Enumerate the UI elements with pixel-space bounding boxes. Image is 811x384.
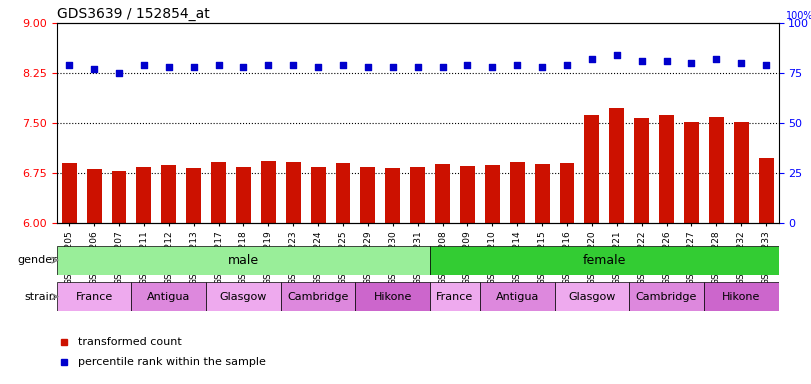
Point bbox=[735, 60, 748, 66]
FancyBboxPatch shape bbox=[281, 282, 355, 311]
Bar bbox=[485, 165, 500, 384]
Bar bbox=[534, 164, 550, 384]
Point bbox=[62, 62, 75, 68]
Bar bbox=[634, 118, 649, 384]
Bar bbox=[585, 115, 599, 384]
Point bbox=[113, 70, 126, 76]
Bar bbox=[336, 164, 350, 384]
Point bbox=[287, 62, 300, 68]
Bar bbox=[261, 162, 276, 384]
Point bbox=[560, 62, 573, 68]
Bar bbox=[211, 162, 226, 384]
FancyBboxPatch shape bbox=[206, 282, 281, 311]
Text: Cambridge: Cambridge bbox=[636, 291, 697, 302]
Point bbox=[411, 64, 424, 70]
Bar bbox=[112, 171, 127, 384]
FancyBboxPatch shape bbox=[555, 282, 629, 311]
Bar bbox=[87, 169, 101, 384]
Bar bbox=[187, 168, 201, 384]
Point bbox=[311, 64, 324, 70]
Point bbox=[337, 62, 350, 68]
Bar bbox=[609, 108, 624, 384]
Bar bbox=[360, 167, 375, 384]
Bar bbox=[410, 167, 425, 384]
Bar bbox=[758, 158, 774, 384]
Text: transformed count: transformed count bbox=[79, 337, 182, 347]
Text: male: male bbox=[228, 254, 259, 266]
Point bbox=[635, 58, 648, 64]
Point bbox=[586, 56, 599, 62]
Point bbox=[461, 62, 474, 68]
Point bbox=[660, 58, 673, 64]
Bar bbox=[684, 122, 699, 384]
Point bbox=[611, 52, 624, 58]
Point bbox=[262, 62, 275, 68]
Text: Glasgow: Glasgow bbox=[220, 291, 267, 302]
Text: GDS3639 / 152854_at: GDS3639 / 152854_at bbox=[57, 7, 209, 21]
FancyBboxPatch shape bbox=[704, 282, 779, 311]
Text: percentile rank within the sample: percentile rank within the sample bbox=[79, 358, 266, 367]
Text: Antigua: Antigua bbox=[147, 291, 191, 302]
Bar bbox=[709, 117, 723, 384]
Bar bbox=[236, 167, 251, 384]
Text: strain: strain bbox=[25, 291, 57, 302]
Point bbox=[212, 62, 225, 68]
Point bbox=[535, 64, 548, 70]
Point bbox=[685, 60, 698, 66]
Point bbox=[137, 62, 150, 68]
FancyBboxPatch shape bbox=[430, 246, 779, 275]
Bar bbox=[460, 166, 475, 384]
Bar bbox=[161, 166, 176, 384]
Text: France: France bbox=[436, 291, 474, 302]
Point bbox=[362, 64, 375, 70]
Text: France: France bbox=[75, 291, 113, 302]
Point bbox=[187, 64, 200, 70]
Point bbox=[760, 62, 773, 68]
Bar bbox=[62, 163, 77, 384]
FancyBboxPatch shape bbox=[355, 282, 430, 311]
Point bbox=[486, 64, 499, 70]
Point bbox=[511, 62, 524, 68]
Text: Hikone: Hikone bbox=[722, 291, 761, 302]
Bar bbox=[311, 167, 325, 384]
Text: Hikone: Hikone bbox=[374, 291, 412, 302]
Text: Glasgow: Glasgow bbox=[569, 291, 616, 302]
Point bbox=[88, 66, 101, 72]
Bar bbox=[385, 168, 401, 384]
FancyBboxPatch shape bbox=[480, 282, 555, 311]
FancyBboxPatch shape bbox=[57, 246, 430, 275]
FancyBboxPatch shape bbox=[57, 282, 131, 311]
Bar bbox=[136, 167, 152, 384]
Text: Cambridge: Cambridge bbox=[287, 291, 349, 302]
FancyBboxPatch shape bbox=[131, 282, 206, 311]
Bar bbox=[659, 115, 674, 384]
Point bbox=[162, 64, 175, 70]
Point bbox=[710, 56, 723, 62]
Text: 100%: 100% bbox=[786, 11, 811, 21]
Bar bbox=[560, 163, 574, 384]
Point bbox=[237, 64, 250, 70]
Bar bbox=[285, 162, 301, 384]
Text: female: female bbox=[582, 254, 626, 266]
Text: gender: gender bbox=[17, 255, 57, 265]
Bar bbox=[435, 164, 450, 384]
Bar bbox=[510, 162, 525, 384]
Point bbox=[386, 64, 399, 70]
Bar bbox=[734, 122, 749, 384]
Text: Antigua: Antigua bbox=[496, 291, 539, 302]
Point bbox=[436, 64, 449, 70]
FancyBboxPatch shape bbox=[629, 282, 704, 311]
FancyBboxPatch shape bbox=[430, 282, 480, 311]
